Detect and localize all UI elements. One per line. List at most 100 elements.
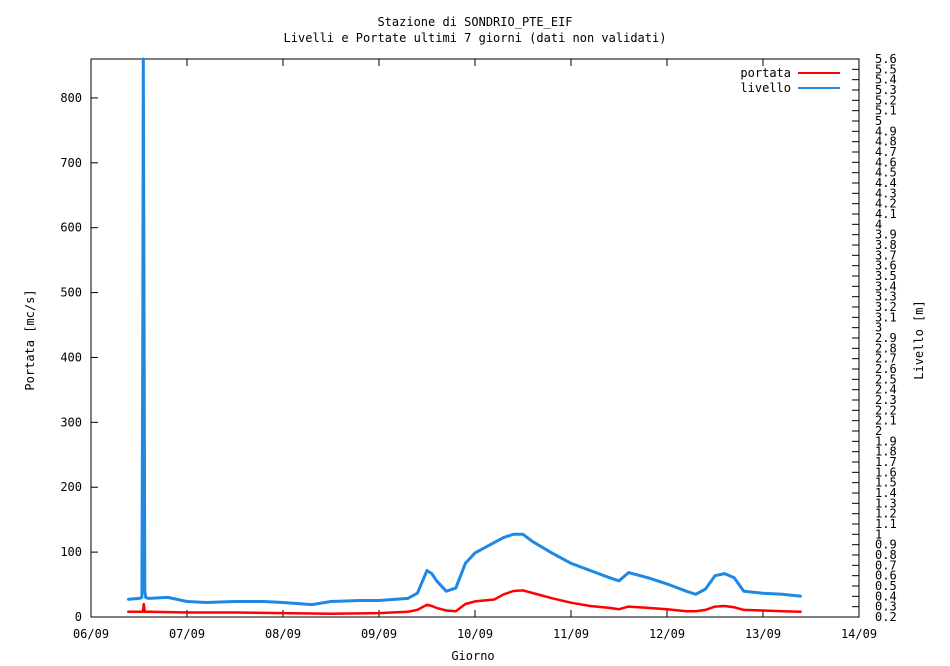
y2-tick-label: 3.9 — [875, 228, 897, 242]
data-point-portata — [551, 597, 553, 599]
plot-frame — [90, 58, 860, 618]
y2-tick-label: 2.2 — [875, 403, 897, 417]
x-tick-label: 09/09 — [361, 627, 397, 641]
y-tick-label: 200 — [60, 480, 82, 494]
y2-tick-label: 3.7 — [875, 248, 897, 262]
data-point-livello — [378, 599, 380, 602]
data-point-livello — [628, 572, 630, 574]
y2-tick-label: 4.4 — [875, 176, 897, 190]
data-point-portata — [503, 593, 505, 595]
data-point-livello — [407, 597, 409, 600]
data-point-portata — [666, 608, 668, 610]
y-tick-label: 300 — [60, 415, 82, 429]
y2-tick-label: 0.4 — [875, 589, 897, 603]
data-point-portata — [608, 607, 611, 609]
y-tick-label: 500 — [60, 286, 82, 300]
data-point-livello — [666, 583, 668, 585]
data-point-livello — [142, 58, 144, 60]
data-point-livello — [647, 577, 649, 579]
data-point-portata — [143, 603, 145, 605]
y-tick-label: 400 — [60, 350, 82, 364]
x-tick-label: 13/09 — [745, 627, 781, 641]
y-tick-label: 100 — [60, 545, 82, 559]
y2-tick-label: 0.2 — [875, 610, 897, 624]
data-point-livello — [695, 593, 697, 595]
data-point-portata — [704, 609, 707, 611]
data-point-livello — [138, 597, 140, 600]
data-point-portata — [282, 612, 284, 614]
x-tick-label: 11/09 — [553, 627, 589, 641]
y2-tick-label: 0.7 — [875, 558, 897, 572]
data-point-portata — [436, 607, 438, 609]
data-point-livello — [512, 533, 515, 535]
y2-tick-label: 5.5 — [875, 62, 897, 76]
data-point-portata — [138, 611, 140, 613]
data-point-livello — [142, 327, 144, 329]
y2-tick-label: 0.9 — [875, 538, 897, 552]
chart-title: Stazione di SONDRIO_PTE_EIF — [377, 15, 572, 29]
y2-tick-label: 1.4 — [875, 486, 897, 500]
data-point-portata — [628, 606, 630, 608]
y2-tick-label: 2.5 — [875, 372, 897, 386]
data-point-livello — [800, 595, 803, 597]
data-point-portata — [186, 611, 188, 614]
data-point-portata — [234, 611, 236, 614]
y2-tick-label: 4 — [875, 217, 882, 231]
data-point-portata — [743, 609, 745, 611]
data-point-portata — [714, 606, 716, 608]
y2-tick-label: 4.6 — [875, 155, 897, 169]
y2-tick-label: 2 — [875, 424, 882, 438]
y2-tick-label: 1.2 — [875, 507, 897, 521]
data-point-portata — [570, 602, 572, 604]
data-point-livello — [474, 552, 476, 554]
y2-tick-label: 1.5 — [875, 476, 897, 490]
legend-label-livello: livello — [740, 81, 791, 95]
data-point-portata — [148, 611, 150, 613]
y-tick-label: 800 — [60, 91, 82, 105]
y2-tick-label: 2.6 — [875, 362, 897, 376]
legend-label-portata: portata — [740, 66, 791, 80]
data-point-livello — [551, 552, 553, 554]
y2-tick-label: 2.4 — [875, 383, 897, 397]
data-point-livello — [522, 533, 524, 535]
data-point-livello — [426, 569, 428, 572]
data-point-portata — [416, 609, 418, 611]
y-tick-label: 0 — [75, 610, 82, 624]
data-point-livello — [311, 604, 313, 606]
data-point-livello — [762, 592, 764, 594]
data-point-livello — [148, 597, 150, 600]
data-point-portata — [431, 605, 433, 607]
data-point-portata — [455, 610, 457, 612]
data-point-portata — [647, 607, 649, 609]
data-point-portata — [330, 613, 332, 615]
y2-tick-label: 0.3 — [875, 600, 897, 614]
data-point-portata — [493, 598, 495, 601]
data-point-portata — [126, 611, 129, 613]
y2-tick-label: 4.7 — [875, 145, 897, 159]
data-point-livello — [704, 588, 707, 590]
data-point-livello — [503, 536, 505, 539]
data-point-livello — [589, 569, 591, 572]
y2-tick-label: 0.5 — [875, 579, 897, 593]
y2-tick-label: 1.9 — [875, 434, 897, 448]
y2-tick-label: 5 — [875, 114, 882, 128]
data-point-livello — [743, 590, 745, 592]
y2-tick-label: 0.6 — [875, 569, 897, 583]
y-tick-label: 700 — [60, 156, 82, 170]
y2-tick-label: 3.6 — [875, 259, 897, 273]
y2-tick-label: 5.2 — [875, 93, 897, 107]
data-point-livello — [167, 596, 169, 599]
y2-tick-label: 5.6 — [875, 52, 897, 66]
y2-tick-label: 2.9 — [875, 331, 897, 345]
y2-axis-label: Livello [m] — [912, 300, 926, 379]
x-tick-label: 08/09 — [265, 627, 301, 641]
data-point-livello — [431, 573, 433, 575]
y2-tick-label: 4.8 — [875, 135, 897, 149]
data-point-portata — [426, 604, 428, 606]
data-point-livello — [359, 599, 361, 602]
y2-tick-label: 3.5 — [875, 269, 897, 283]
y2-tick-label: 3 — [875, 321, 882, 335]
data-point-portata — [407, 611, 409, 613]
data-point-livello — [455, 587, 457, 589]
data-point-portata — [144, 611, 146, 613]
